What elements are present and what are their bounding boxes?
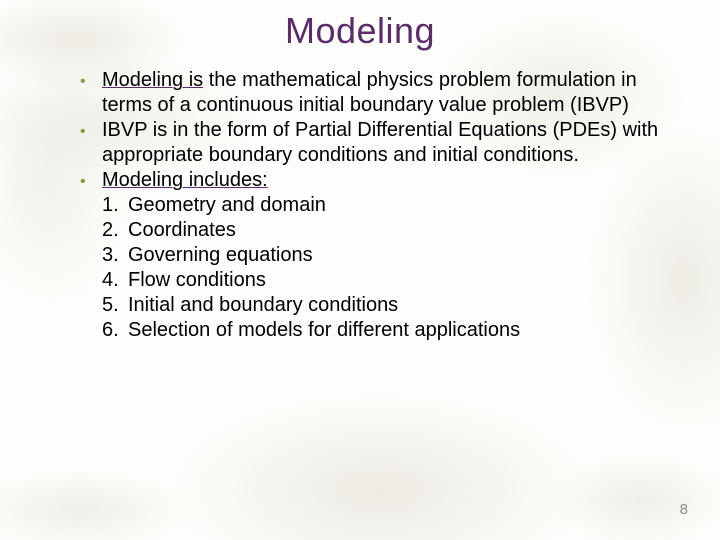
sublist-text: Governing equations xyxy=(128,243,313,268)
bullet-item: • IBVP is in the form of Partial Differe… xyxy=(80,118,660,168)
sublist-number: 1. xyxy=(102,193,128,218)
bullet-dot-icon: • xyxy=(80,168,102,190)
bullet-item: • Modeling includes: xyxy=(80,168,660,193)
sublist-item: 3. Governing equations xyxy=(102,243,660,268)
slide-title: Modeling xyxy=(40,10,680,52)
bullet-dot-icon: • xyxy=(80,118,102,140)
sublist-number: 4. xyxy=(102,268,128,293)
slide-content: • Modeling is the mathematical physics p… xyxy=(40,68,680,343)
sublist-item: 4. Flow conditions xyxy=(102,268,660,293)
sublist-number: 3. xyxy=(102,243,128,268)
sublist-text: Initial and boundary conditions xyxy=(128,293,398,318)
bullet-text: Modeling is the mathematical physics pro… xyxy=(102,68,660,118)
bullet-text: Modeling includes: xyxy=(102,168,660,193)
page-number: 8 xyxy=(680,501,688,518)
bullet-lead: Modeling includes: xyxy=(102,169,268,191)
sublist-number: 5. xyxy=(102,293,128,318)
sublist-text: Selection of models for different applic… xyxy=(128,318,520,343)
slide-container: Modeling • Modeling is the mathematical … xyxy=(0,0,720,540)
sublist-text: Geometry and domain xyxy=(128,193,326,218)
bullet-dot-icon: • xyxy=(80,68,102,90)
sublist-item: 5. Initial and boundary conditions xyxy=(102,293,660,318)
numbered-sublist: 1. Geometry and domain 2. Coordinates 3.… xyxy=(80,193,660,343)
sublist-item: 2. Coordinates xyxy=(102,218,660,243)
bullet-item: • Modeling is the mathematical physics p… xyxy=(80,68,660,118)
bullet-text: IBVP is in the form of Partial Different… xyxy=(102,118,660,168)
sublist-number: 2. xyxy=(102,218,128,243)
sublist-number: 6. xyxy=(102,318,128,343)
bullet-lead: Modeling is xyxy=(102,69,203,91)
sublist-text: Coordinates xyxy=(128,218,236,243)
bullet-rest: IBVP is in the form of Partial Different… xyxy=(102,119,658,166)
sublist-text: Flow conditions xyxy=(128,268,266,293)
sublist-item: 6. Selection of models for different app… xyxy=(102,318,660,343)
sublist-item: 1. Geometry and domain xyxy=(102,193,660,218)
